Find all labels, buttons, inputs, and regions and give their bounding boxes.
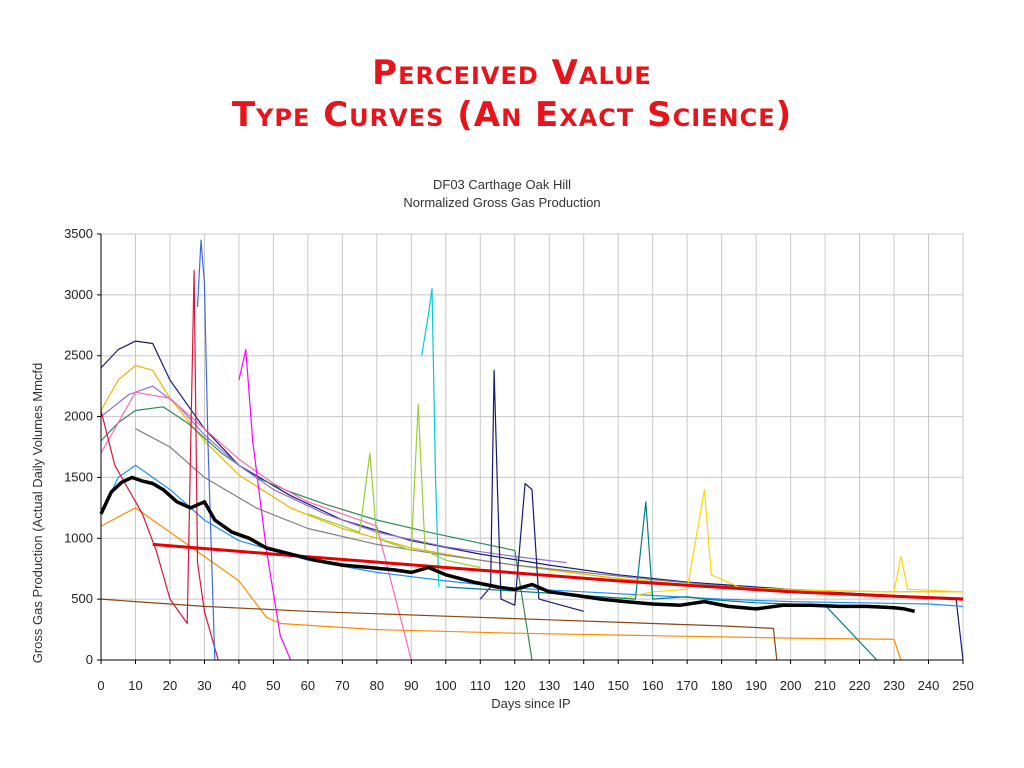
- chart-subtitle: Normalized Gross Gas Production: [403, 195, 600, 210]
- production-chart: DF03 Carthage Oak Hill Normalized Gross …: [22, 168, 992, 723]
- x-tick-label: 140: [573, 678, 595, 693]
- well-series-line: [100, 507, 902, 661]
- x-tick-label: 170: [676, 678, 698, 693]
- y-tick-label: 3000: [64, 287, 93, 302]
- y-tick-label: 1500: [64, 469, 93, 484]
- well-series-line: [421, 288, 440, 588]
- x-tick-label: 230: [883, 678, 905, 693]
- x-tick-label: 200: [780, 678, 802, 693]
- chart-title: DF03 Carthage Oak Hill: [433, 177, 571, 192]
- well-series-line: [618, 489, 964, 600]
- well-series-line: [238, 349, 292, 661]
- x-tick-label: 40: [232, 678, 246, 693]
- well-series-line: [100, 385, 567, 564]
- x-axis-label: Days since IP: [491, 696, 570, 711]
- well-series-line: [479, 369, 584, 612]
- y-tick-label: 2500: [64, 348, 93, 363]
- x-tick-label: 70: [335, 678, 349, 693]
- well-series-line: [100, 598, 778, 661]
- x-tick-label: 190: [745, 678, 767, 693]
- x-tick-label: 150: [607, 678, 629, 693]
- x-tick-label: 110: [470, 678, 491, 693]
- plot-area: 0 10 20 30 40 50 60 70 80 90 100 110 120 130 140 150 160…: [64, 226, 974, 693]
- slide-title-line-2: Type Curves (An Exact Science): [231, 95, 793, 135]
- x-tick-label: 60: [301, 678, 315, 693]
- y-tick-label: 1000: [64, 530, 93, 545]
- well-series-line: [100, 406, 533, 661]
- y-axis-label: Gross Gas Production (Actual Daily Volum…: [30, 363, 45, 664]
- x-tick-label: 90: [404, 678, 418, 693]
- x-tick-label: 80: [370, 678, 384, 693]
- slide-title: Perceived Value Type Curves (An Exact Sc…: [0, 52, 1024, 136]
- x-tick-label: 100: [435, 678, 457, 693]
- y-tick-label: 2000: [64, 409, 93, 424]
- x-tick-label: 130: [538, 678, 560, 693]
- x-tick-label: 10: [128, 678, 142, 693]
- x-tick-label: 160: [642, 678, 664, 693]
- y-tick-label: 3500: [64, 226, 93, 241]
- y-tick-label: 500: [71, 591, 93, 606]
- x-tick-label: 220: [849, 678, 871, 693]
- x-tick-label: 240: [918, 678, 940, 693]
- x-tick-label: 20: [163, 678, 177, 693]
- x-tick-label: 180: [711, 678, 733, 693]
- trend-line: [152, 542, 964, 601]
- plot-background: [100, 233, 964, 661]
- slide-title-line-1: Perceived Value: [372, 53, 652, 93]
- x-tick-label: 0: [97, 678, 104, 693]
- x-tick-label: 210: [814, 678, 836, 693]
- x-tick-label: 120: [504, 678, 526, 693]
- average-type-curve: [99, 475, 916, 614]
- x-tick-label: 30: [197, 678, 211, 693]
- well-series-line: [307, 403, 481, 569]
- well-series-line: [100, 464, 964, 607]
- x-tick-label: 250: [952, 678, 974, 693]
- x-tick-label: 50: [266, 678, 280, 693]
- y-tick-label: 0: [86, 652, 93, 667]
- chart-svg: DF03 Carthage Oak Hill Normalized Gross …: [30, 177, 974, 711]
